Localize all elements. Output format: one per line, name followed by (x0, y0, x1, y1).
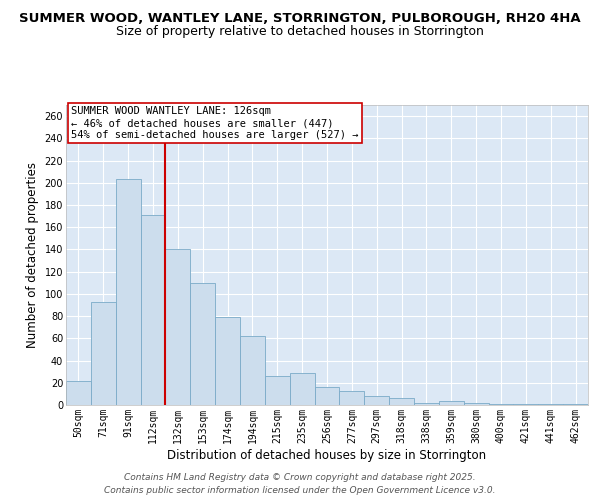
Bar (340, 390, 364, 405)
Bar (538, 404, 563, 405)
Text: Contains public sector information licensed under the Open Government Licence v3: Contains public sector information licen… (104, 486, 496, 495)
Bar (364, 396, 389, 405)
Bar (215, 317, 240, 405)
Bar (91, 302, 116, 405)
X-axis label: Distribution of detached houses by size in Storrington: Distribution of detached houses by size … (167, 448, 487, 462)
Bar (389, 398, 414, 405)
Bar (414, 403, 439, 405)
Bar (514, 404, 538, 405)
Text: SUMMER WOOD WANTLEY LANE: 126sqm
← 46% of detached houses are smaller (447)
54% : SUMMER WOOD WANTLEY LANE: 126sqm ← 46% o… (71, 106, 359, 140)
Bar (488, 404, 514, 405)
Bar (290, 373, 314, 405)
Bar (166, 250, 190, 405)
Y-axis label: Number of detached properties: Number of detached properties (26, 162, 39, 348)
Bar (140, 215, 166, 405)
Text: Size of property relative to detached houses in Storrington: Size of property relative to detached ho… (116, 25, 484, 38)
Bar (240, 336, 265, 405)
Bar (265, 376, 290, 405)
Bar (116, 180, 140, 405)
Bar (439, 400, 464, 405)
Bar (66, 380, 91, 405)
Bar (314, 387, 340, 405)
Bar (563, 404, 588, 405)
Text: SUMMER WOOD, WANTLEY LANE, STORRINGTON, PULBOROUGH, RH20 4HA: SUMMER WOOD, WANTLEY LANE, STORRINGTON, … (19, 12, 581, 26)
Bar (464, 403, 488, 405)
Bar (190, 283, 215, 405)
Text: Contains HM Land Registry data © Crown copyright and database right 2025.: Contains HM Land Registry data © Crown c… (124, 474, 476, 482)
